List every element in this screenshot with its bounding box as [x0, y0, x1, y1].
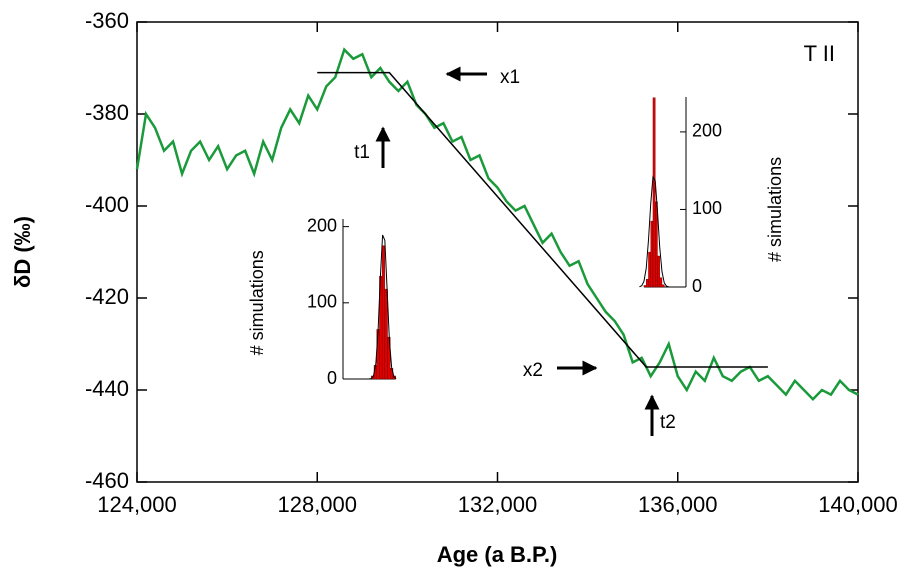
fit-curve: [368, 234, 397, 380]
histogram-bar: [650, 220, 654, 288]
inset-y-tick-label: 0: [327, 368, 337, 388]
data-line: [135, 47, 859, 401]
inset-y-tick-label: 200: [692, 121, 722, 141]
plot-frame: [136, 21, 859, 483]
y-tick-label: -360: [85, 8, 129, 33]
data-line: [317, 71, 768, 368]
histogram-bar: [655, 201, 658, 288]
y-axis-title: δD (‰): [10, 216, 35, 288]
y-tick-label: -420: [85, 284, 129, 309]
histogram-bar: [657, 255, 660, 288]
histogram-bar: [661, 284, 665, 288]
annotation: T II: [804, 41, 835, 66]
inset-y-title: # simulations: [247, 250, 267, 355]
y-tick-label: -380: [85, 100, 129, 125]
annotation: x2: [523, 360, 543, 381]
x-tick-label: 124,000: [97, 492, 177, 517]
x-tick-label: 132,000: [458, 492, 538, 517]
x-tick-label: 128,000: [277, 492, 357, 517]
histogram-bar: [384, 288, 388, 380]
histogram-bar: [659, 277, 663, 288]
histogram-bar: [643, 285, 647, 288]
histogram-bar: [652, 97, 656, 288]
inset-y-tick-label: 100: [692, 198, 722, 218]
inset-y-tick-label: 100: [307, 292, 337, 312]
x-axis-title: Age (a B.P.): [437, 542, 558, 567]
y-tick-label: -440: [85, 376, 129, 401]
y-tick-label: -460: [85, 468, 129, 493]
x-tick-label: 136,000: [638, 492, 718, 517]
annotation: t1: [354, 142, 370, 163]
histogram-bar: [646, 279, 649, 288]
histogram-bar: [648, 251, 651, 288]
histogram-bar: [381, 245, 386, 380]
annotation: t2: [660, 412, 676, 433]
inset-y-title: # simulations: [765, 157, 785, 262]
inset-y-tick-label: 0: [692, 276, 702, 296]
y-tick-label: -400: [85, 192, 129, 217]
annotation: x1: [500, 67, 520, 88]
inset-y-tick-label: 200: [307, 215, 337, 235]
x-tick-label: 140,000: [818, 492, 898, 517]
fit-curve: [639, 175, 669, 288]
